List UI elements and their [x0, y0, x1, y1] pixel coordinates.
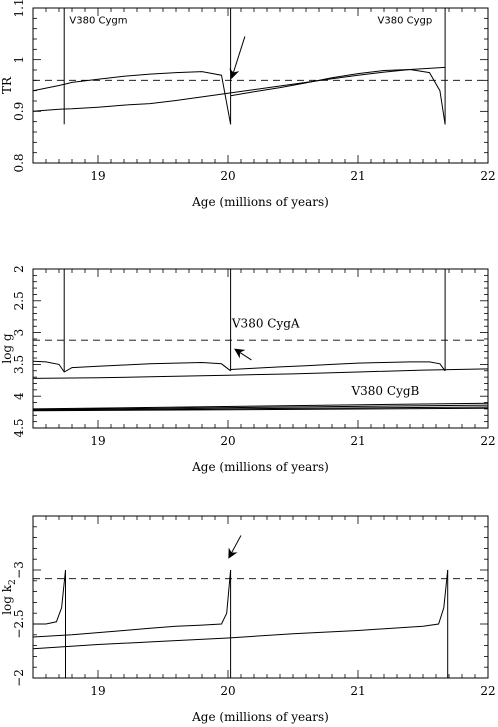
- x-ticks: [32, 269, 489, 428]
- y-tick-label: −2: [12, 669, 26, 687]
- series-line-1: [33, 360, 231, 373]
- series-line-3: [33, 66, 446, 112]
- star-label: V380 Cygm: [69, 16, 127, 27]
- x-tick-label: 21: [350, 434, 365, 448]
- series-line-1: [33, 71, 232, 125]
- y-tick-label: 4.5: [12, 418, 26, 437]
- series-line-1: [33, 569, 66, 625]
- y-axis-label-subscript: 2: [8, 579, 18, 585]
- arrow-marker: [229, 36, 246, 80]
- x-tick-label: 19: [90, 169, 105, 183]
- series-line-2: [230, 68, 446, 125]
- x-tick-label: 22: [480, 169, 495, 183]
- series-group: [33, 269, 488, 412]
- y-ticks: [33, 7, 488, 164]
- series-line-10: [33, 407, 488, 412]
- y-tick-label: 2.5: [12, 291, 26, 310]
- arrow-marker: [228, 535, 242, 559]
- y-tick-label: 0.9: [12, 102, 26, 121]
- x-tick-label: 22: [480, 434, 495, 448]
- series-line-2: [230, 361, 446, 372]
- x-axis-label: Age (millions of years): [191, 195, 329, 209]
- x-tick-label: 20: [220, 169, 235, 183]
- y-tick-label: 0.8: [12, 153, 26, 172]
- y-tick-label: 1.1: [12, 0, 26, 18]
- y-tick-label: 1: [12, 56, 26, 64]
- panel-3: 19 20 21 22 −3 −2.5 −2 Age (millions of years) l…: [0, 515, 496, 724]
- series-line-2: [33, 569, 232, 638]
- series-line-8: [33, 404, 488, 411]
- x-tick-label: 21: [350, 684, 365, 698]
- x-tick-label: 19: [90, 684, 105, 698]
- plot-frame: [32, 515, 489, 679]
- star-label: V380 Cygp: [378, 16, 433, 27]
- plot-frame: [32, 7, 489, 164]
- series-line-9: [33, 406, 488, 411]
- y-ticks: [33, 515, 488, 679]
- y-axis-label: TR: [0, 76, 14, 94]
- series-line-3: [33, 569, 449, 650]
- x-ticks: [32, 516, 489, 678]
- x-tick-label: 20: [220, 434, 235, 448]
- series-line-3: [33, 368, 488, 379]
- star-label: V380 CygB: [351, 384, 420, 398]
- y-tick-label: 3.5: [12, 355, 26, 374]
- star-label: V380 CygA: [231, 317, 300, 331]
- x-axis-label: Age (millions of years): [191, 710, 329, 724]
- x-axis-label: Age (millions of years): [191, 460, 329, 474]
- arrow-marker: [234, 348, 252, 361]
- y-ticks: [33, 268, 488, 429]
- plot-frame: [32, 268, 489, 429]
- series-group: [33, 8, 488, 125]
- panel-1: 19 20 21 22 0.8 0.9 1 1.1 Age (millions of years…: [0, 0, 496, 209]
- y-axis-label: log g: [0, 333, 14, 364]
- y-tick-label: −3: [12, 561, 26, 579]
- x-tick-label: 22: [480, 684, 495, 698]
- y-tick-label: −2.5: [12, 609, 26, 638]
- x-tick-label: 19: [90, 434, 105, 448]
- y-tick-label: 3: [12, 329, 26, 337]
- series-line-7: [33, 402, 488, 410]
- y-tick-label: 4: [12, 392, 26, 400]
- x-ticks: [32, 8, 489, 163]
- y-axis-label: log k2: [0, 579, 18, 615]
- series-group: [33, 569, 488, 678]
- x-tick-label: 21: [350, 169, 365, 183]
- y-tick-label: 2: [12, 265, 26, 273]
- x-tick-label: 20: [220, 684, 235, 698]
